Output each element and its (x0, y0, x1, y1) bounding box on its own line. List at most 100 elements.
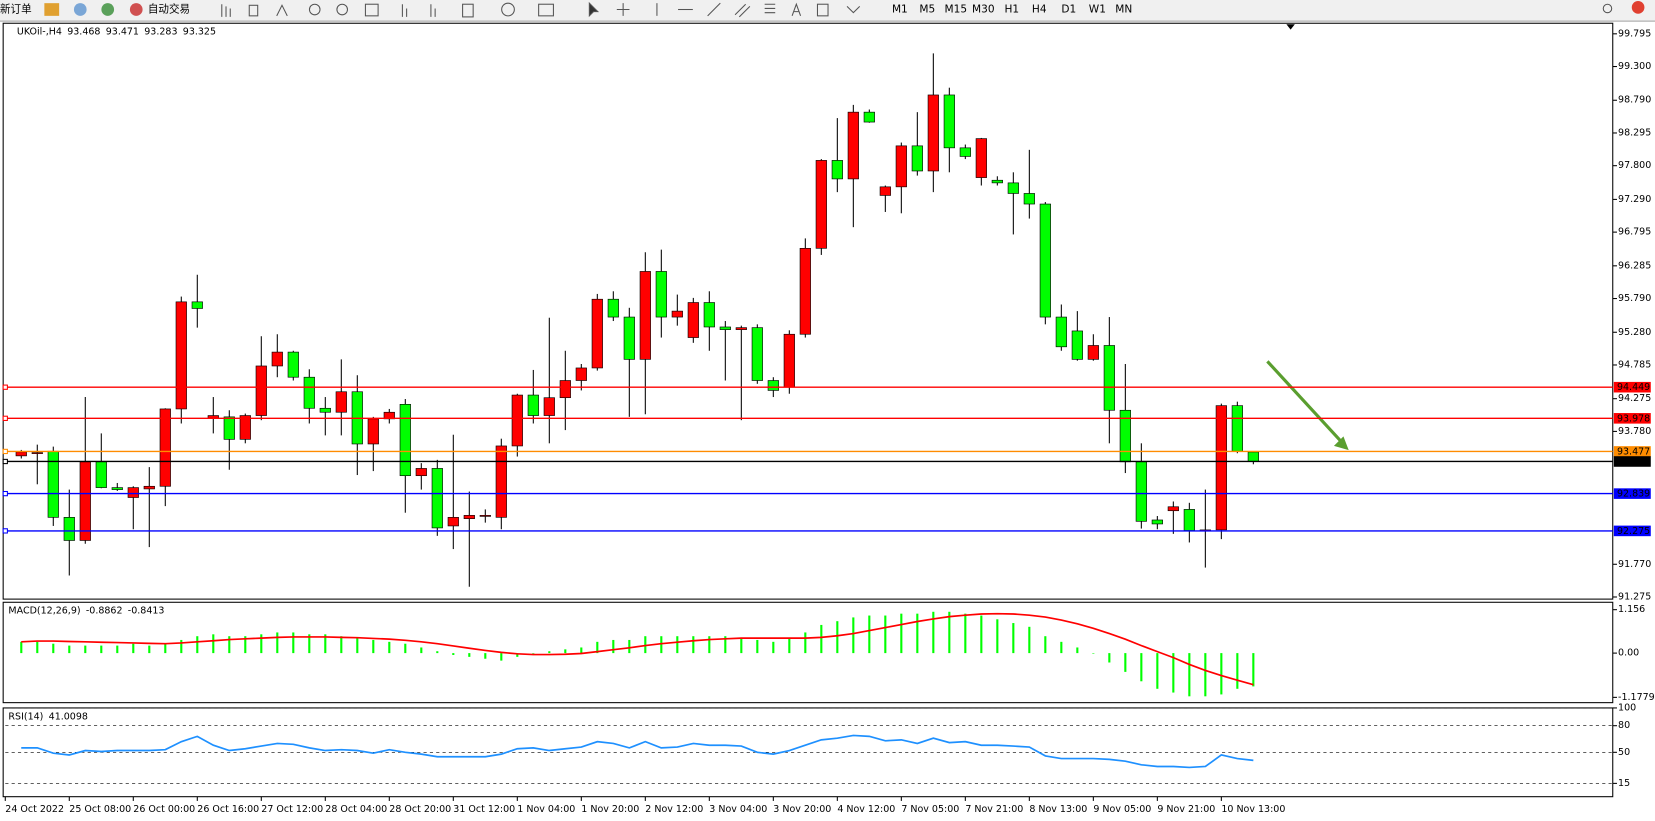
x-tick-label: 9 Nov 21:00 (1157, 804, 1215, 815)
icon[interactable] (364, 3, 379, 17)
histogram-bar (276, 632, 279, 654)
search-icon[interactable] (1602, 3, 1613, 14)
candle-body (783, 333, 795, 388)
x-tick-label: 10 Nov 13:00 (1221, 804, 1285, 815)
y-tick-label: 91.275 (1618, 591, 1651, 602)
icon[interactable] (308, 3, 321, 16)
candle-body (479, 515, 491, 517)
y-tick-label: -1.1779 (1618, 692, 1655, 703)
icon[interactable] (101, 3, 115, 16)
timeframe-button[interactable]: M15 (945, 4, 968, 16)
candle-body (735, 327, 747, 330)
timeframe-button[interactable]: W1 (1089, 4, 1106, 16)
x-tick-label: 28 Oct 20:00 (389, 804, 451, 815)
candle-body (127, 487, 139, 498)
icon[interactable] (44, 3, 60, 16)
candle-body (159, 408, 171, 487)
x-tick-label: 28 Oct 04:00 (325, 804, 387, 815)
cursor-icon[interactable] (588, 1, 600, 18)
icon[interactable] (430, 4, 436, 17)
candle-body (895, 145, 907, 188)
histogram-bar (1156, 653, 1159, 689)
y-tick-label: 1.156 (1618, 604, 1645, 615)
icon[interactable] (73, 3, 87, 16)
candle-body (927, 94, 939, 172)
histogram-bar (356, 638, 359, 654)
arrows-icon[interactable] (846, 5, 861, 14)
icon[interactable] (276, 4, 288, 17)
auto-trading-button[interactable]: 自动交易 (148, 3, 190, 16)
candle-body (543, 397, 555, 416)
candle-body (623, 316, 635, 360)
candle-body (79, 461, 91, 541)
histogram-bar (292, 632, 295, 654)
timeframe-button[interactable]: M5 (919, 4, 935, 16)
icon[interactable] (462, 3, 474, 18)
trendline-icon[interactable] (707, 2, 721, 17)
candle-body (1151, 519, 1163, 525)
timeframe-button[interactable]: M1 (892, 4, 908, 16)
notification-badge[interactable] (1631, 1, 1645, 14)
icon[interactable] (336, 3, 349, 16)
candle-body (95, 461, 107, 488)
price-tag (1613, 413, 1651, 424)
candle-body (1231, 405, 1243, 452)
candle-body (1135, 461, 1147, 522)
candle-body (463, 515, 475, 519)
text-icon[interactable] (791, 2, 802, 17)
icon[interactable] (401, 4, 408, 17)
y-tick-label: 15 (1618, 778, 1630, 789)
icon[interactable] (501, 2, 515, 17)
price-tag-label: 92.839 (1617, 489, 1650, 500)
timeframe-button[interactable]: H4 (1032, 4, 1047, 16)
candle-body (367, 418, 379, 445)
histogram-bar (644, 636, 647, 654)
histogram-bar (596, 641, 599, 654)
candle-body (911, 145, 923, 172)
candle-body (271, 351, 283, 367)
channel-icon[interactable] (734, 3, 751, 18)
label-icon[interactable] (816, 3, 829, 17)
timeframe-button[interactable]: D1 (1061, 4, 1076, 16)
panel-title: UKOil-,H4 93.468 93.471 93.283 93.325 (17, 26, 216, 37)
histogram-bar (244, 636, 247, 654)
price-tag-label: 93.978 (1617, 413, 1650, 424)
histogram-bar (980, 615, 983, 654)
histogram-bar (1252, 653, 1255, 687)
histogram-bar (564, 649, 567, 654)
candle-body (975, 138, 987, 178)
new-order-button[interactable]: 新订单 (0, 3, 32, 16)
candle-body (303, 376, 315, 409)
panel-title-part: 93.468 (67, 26, 100, 37)
x-tick-label: 7 Nov 21:00 (965, 804, 1023, 815)
toolbar: 新订单 自动交易 (0, 0, 1655, 22)
histogram-bar (1060, 641, 1063, 654)
histogram-bar (100, 645, 103, 654)
y-tick-label: 91.770 (1618, 559, 1651, 570)
x-tick-label: 1 Nov 20:00 (581, 804, 639, 815)
histogram-bar (676, 636, 679, 654)
candle-body (1103, 345, 1115, 411)
icon[interactable] (248, 4, 259, 17)
icon[interactable] (538, 3, 554, 17)
histogram-bar (68, 645, 71, 654)
histogram-bar (532, 653, 535, 654)
candle-body (223, 416, 235, 440)
crosshair-icon[interactable] (616, 3, 630, 16)
candle-body (1007, 182, 1019, 194)
timeframe-button[interactable]: H1 (1004, 4, 1019, 16)
candle-body (655, 271, 667, 318)
timeframe-button[interactable]: M30 (972, 4, 995, 16)
icon[interactable] (221, 4, 231, 17)
timeframe-button[interactable]: MN (1115, 4, 1132, 16)
x-tick-label: 1 Nov 04:00 (517, 804, 575, 815)
auto-trading-icon[interactable] (129, 3, 143, 16)
histogram-bar (1188, 653, 1191, 697)
candle-body (687, 302, 699, 338)
fibo-icon[interactable] (764, 3, 776, 14)
histogram-bar (1044, 636, 1047, 654)
candle-body (1071, 330, 1083, 360)
histogram-bar (436, 651, 439, 654)
price-tag (1613, 381, 1651, 393)
histogram-bar (660, 636, 663, 654)
